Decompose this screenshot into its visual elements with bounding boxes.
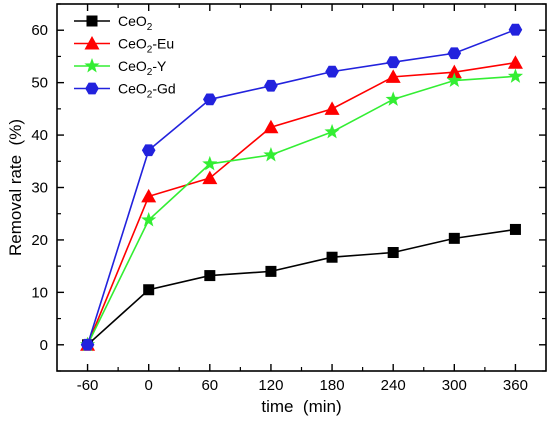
legend-marker: [86, 15, 98, 27]
x-tick-label: 300: [442, 377, 467, 394]
data-point: [509, 223, 521, 235]
y-tick-label: 30: [31, 180, 48, 197]
data-point: [263, 119, 279, 134]
legend-item: CeO2-Gd: [74, 81, 176, 101]
series-3: [80, 23, 523, 351]
data-point: [448, 232, 460, 244]
x-tick-label: 360: [503, 377, 528, 394]
legend-label: CeO2-Gd: [118, 81, 176, 101]
series-line: [86, 61, 516, 346]
data-point: [446, 72, 462, 88]
legend-label: CeO2-Eu: [118, 36, 174, 56]
data-point: [80, 338, 95, 351]
data-point: [264, 79, 278, 92]
data-point: [508, 23, 523, 36]
data-point: [141, 144, 156, 157]
data-point: [141, 212, 157, 227]
data-point: [387, 247, 399, 259]
series-line: [86, 75, 516, 346]
x-tick-label: 180: [320, 377, 345, 394]
legend-label-part: CeO: [118, 58, 147, 74]
legend-label: CeO2-Y: [118, 58, 167, 78]
legend-marker: [84, 36, 100, 50]
data-point: [202, 155, 218, 171]
x-axis-title: time (min): [261, 397, 341, 416]
legend-label: CeO2: [118, 13, 153, 33]
y-tick-label: 40: [31, 127, 48, 144]
data-point: [143, 284, 155, 296]
legend-item: CeO2: [74, 13, 153, 33]
legend-label-part: -Gd: [152, 81, 175, 97]
data-point: [507, 68, 524, 83]
x-tick-label: 120: [258, 377, 283, 394]
data-point: [263, 146, 279, 162]
y-tick-label: 20: [31, 232, 48, 249]
data-point: [385, 91, 401, 106]
y-tick-label: 0: [40, 337, 48, 354]
legend-marker: [85, 82, 99, 95]
legend-label-part: CeO: [118, 13, 147, 29]
series-0: [82, 223, 521, 351]
legend-item: CeO2-Eu: [74, 36, 174, 56]
y-axis-title: Removal rate (%): [6, 119, 25, 256]
data-point: [324, 101, 340, 115]
legend-marker: [84, 58, 100, 73]
data-point: [141, 188, 157, 203]
legend-label-part: 2: [147, 90, 153, 101]
legend-label-part: -Y: [152, 58, 167, 74]
y-tick-label: 10: [31, 284, 48, 301]
data-point: [324, 123, 340, 139]
legend-label-part: 2: [147, 45, 153, 56]
y-tick-label: 60: [31, 22, 48, 39]
legend-label-part: 2: [147, 67, 153, 78]
data-point: [385, 69, 401, 83]
data-point: [447, 47, 462, 60]
series-line: [86, 28, 516, 346]
data-point: [202, 170, 218, 185]
data-point: [507, 55, 523, 69]
legend-label-part: CeO: [118, 81, 147, 97]
data-point: [265, 265, 277, 277]
series-2: [79, 68, 524, 352]
x-tick-label: 60: [201, 377, 218, 394]
legend-label-part: -Eu: [152, 36, 174, 52]
x-tick-label: 240: [381, 377, 406, 394]
data-point: [325, 65, 339, 78]
data-point: [446, 64, 462, 79]
x-tick-label: -60: [77, 377, 99, 394]
legend-item: CeO2-Y: [74, 58, 167, 78]
legend-label-part: CeO: [118, 36, 147, 52]
y-tick-label: 50: [31, 75, 48, 92]
data-point: [203, 93, 217, 106]
series-line: [87, 228, 516, 346]
legend-label-part: 2: [147, 22, 153, 33]
data-point: [204, 270, 216, 282]
x-tick-label: 0: [145, 377, 153, 394]
data-point: [386, 56, 400, 69]
data-point: [326, 251, 338, 263]
